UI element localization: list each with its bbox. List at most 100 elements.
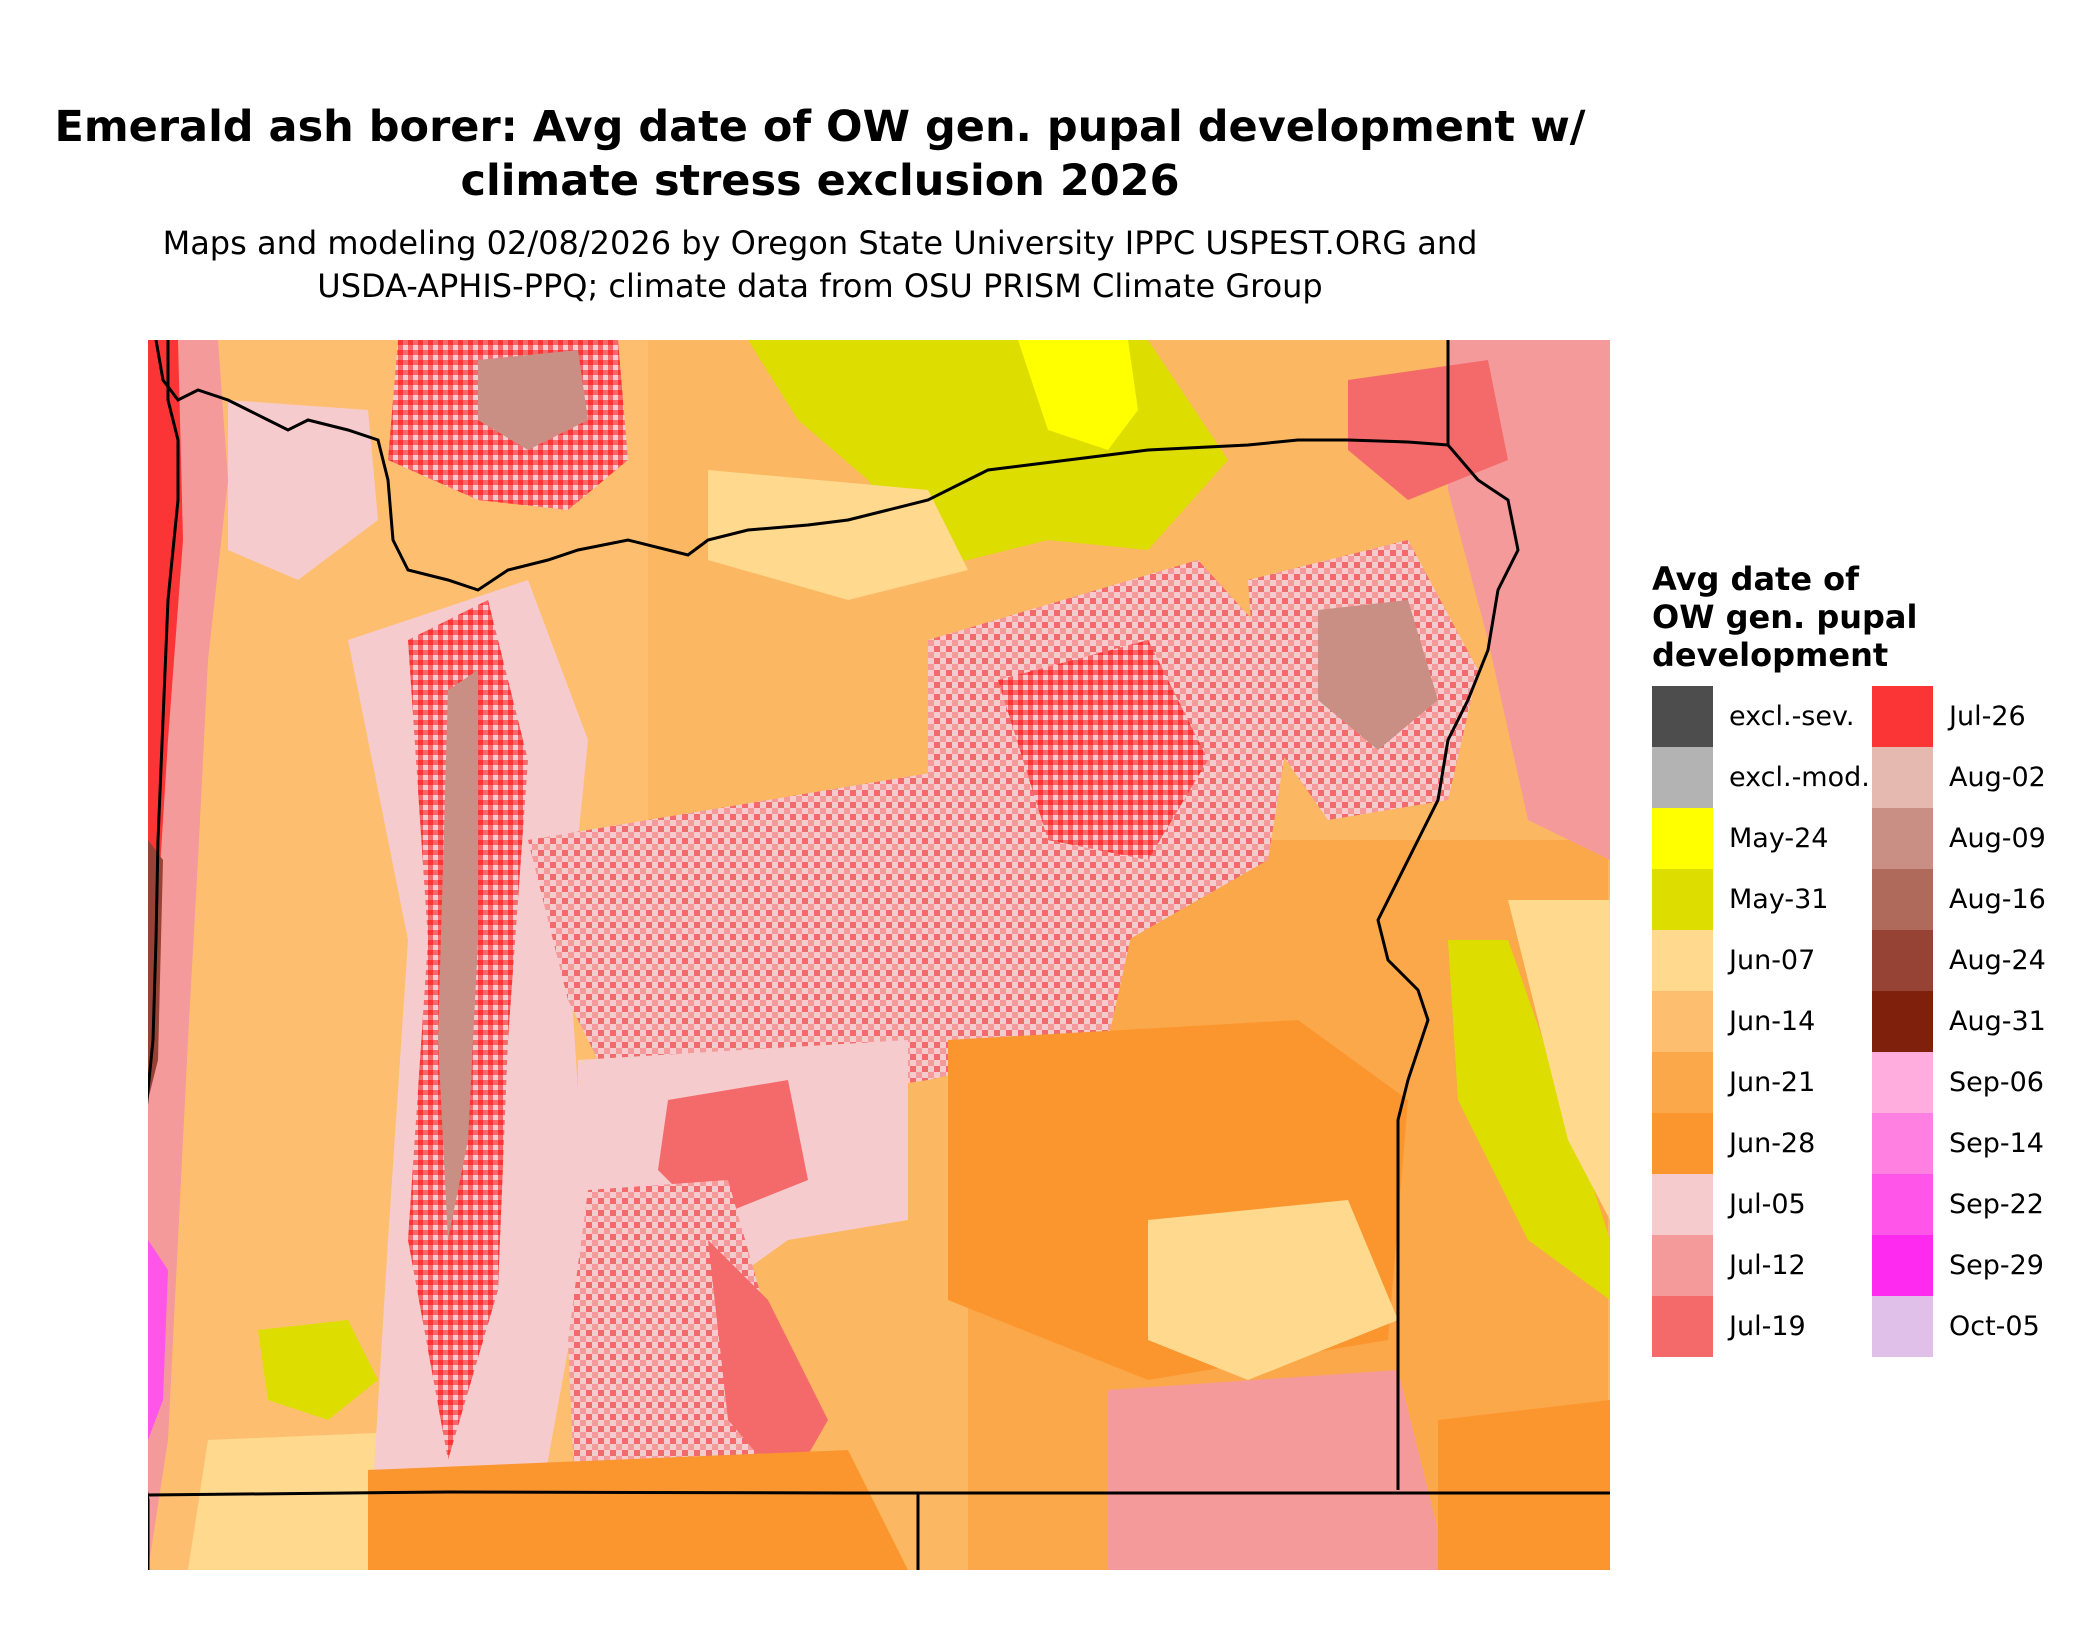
legend-item: Jun-28 — [1652, 1113, 1872, 1174]
legend-label: Aug-24 — [1949, 945, 2046, 976]
legend-swatch — [1872, 1174, 1933, 1235]
legend-item: Jun-14 — [1652, 991, 1872, 1052]
legend-label: Jul-05 — [1729, 1189, 1806, 1220]
legend-swatch — [1652, 991, 1713, 1052]
legend-label: Jun-28 — [1729, 1128, 1816, 1159]
legend-item: Jul-26 — [1872, 686, 2092, 747]
legend-item: Jun-07 — [1652, 930, 1872, 991]
southern-border — [148, 1490, 1610, 1497]
region-southwest-yellow — [258, 1320, 378, 1420]
legend-column-2: Jul-26 Aug-02 Aug-09 Aug-16 Aug-24 Aug-31 Sep-… — [1872, 686, 2092, 1357]
legend-item: Sep-06 — [1872, 1052, 2092, 1113]
legend-label: Sep-22 — [1949, 1189, 2044, 1220]
legend-item: Jun-21 — [1652, 1052, 1872, 1113]
region-north-light — [708, 470, 968, 600]
legend-title-line-2: OW gen. pupal — [1652, 598, 1918, 636]
region-coast-magenta — [148, 1240, 168, 1440]
legend-swatch — [1652, 808, 1713, 869]
legend-label: May-24 — [1729, 823, 1829, 854]
legend-swatch — [1652, 1113, 1713, 1174]
legend-item: Oct-05 — [1872, 1296, 2092, 1357]
legend-label: Jun-07 — [1729, 945, 1816, 976]
legend-item: Aug-09 — [1872, 808, 2092, 869]
legend-title-line-1: Avg date of — [1652, 560, 1860, 598]
legend-swatch — [1872, 991, 1933, 1052]
legend-item: Jul-05 — [1652, 1174, 1872, 1235]
legend-item: May-24 — [1652, 808, 1872, 869]
legend-label: excl.-mod. — [1729, 762, 1870, 793]
legend-label: excl.-sev. — [1729, 701, 1855, 732]
legend-item: excl.-sev. — [1652, 686, 1872, 747]
region-south-orange — [368, 1450, 908, 1570]
legend-label: Jul-26 — [1949, 701, 2026, 732]
subtitle-line-2: USDA-APHIS-PPQ; climate data from OSU PR… — [317, 267, 1323, 305]
legend-label: Oct-05 — [1949, 1311, 2040, 1342]
region-southeast-light — [1148, 1200, 1398, 1380]
boundary-lines — [148, 340, 1610, 1570]
title-line-1: Emerald ash borer: Avg date of OW gen. p… — [54, 102, 1586, 152]
legend-item: excl.-mod. — [1652, 747, 1872, 808]
coastline — [154, 340, 1449, 592]
region-coast-light — [228, 400, 378, 580]
legend-label: Sep-29 — [1949, 1250, 2044, 1281]
legend-swatch — [1872, 1113, 1933, 1174]
legend-swatch — [1872, 686, 1933, 747]
legend-item: Sep-14 — [1872, 1113, 2092, 1174]
legend-label: Jun-21 — [1729, 1067, 1816, 1098]
legend-swatch — [1652, 1174, 1713, 1235]
legend-label: Jul-12 — [1729, 1250, 1806, 1281]
region-northeast-red — [1348, 360, 1508, 500]
legend-swatch — [1872, 1235, 1933, 1296]
legend-item: Sep-22 — [1872, 1174, 2092, 1235]
legend-swatch — [1872, 930, 1933, 991]
legend-swatch — [1652, 1052, 1713, 1113]
region-southcentral-red — [708, 1240, 828, 1490]
title-line-2: climate stress exclusion 2026 — [460, 156, 1180, 206]
legend-item: Aug-02 — [1872, 747, 2092, 808]
west-coast — [148, 340, 180, 1570]
legend-label: Aug-09 — [1949, 823, 2046, 854]
legend-item: Jul-12 — [1652, 1235, 1872, 1296]
legend-label: May-31 — [1729, 884, 1829, 915]
legend-title-line-3: development — [1652, 636, 1889, 674]
legend-item: May-31 — [1652, 869, 1872, 930]
legend-label: Aug-02 — [1949, 762, 2046, 793]
region-blue-mountains-red — [998, 640, 1208, 860]
legend-item: Aug-24 — [1872, 930, 2092, 991]
legend-column-1: excl.-sev. excl.-mod. May-24 May-31 Jun-07 Ju… — [1652, 686, 1872, 1357]
region-wallowa-peak — [1318, 600, 1438, 750]
legend-label: Sep-14 — [1949, 1128, 2044, 1159]
subtitle-line-1: Maps and modeling 02/08/2026 by Oregon S… — [162, 224, 1478, 262]
phenology-map — [148, 340, 1610, 1570]
legend-item: Sep-29 — [1872, 1235, 2092, 1296]
legend-swatch — [1872, 747, 1933, 808]
legend-swatch — [1872, 1296, 1933, 1357]
legend-item: Jul-19 — [1652, 1296, 1872, 1357]
region-cascades-crest — [438, 670, 478, 1240]
legend-item: Aug-31 — [1872, 991, 2092, 1052]
legend-swatch — [1652, 686, 1713, 747]
legend-swatch — [1652, 1296, 1713, 1357]
legend-swatch — [1652, 869, 1713, 930]
legend-swatch — [1872, 1052, 1933, 1113]
legend-swatch — [1872, 869, 1933, 930]
legend-swatch — [1652, 747, 1713, 808]
region-owyhee-pink — [1108, 1370, 1448, 1570]
legend-label: Aug-16 — [1949, 884, 2046, 915]
map-subtitle: Maps and modeling 02/08/2026 by Oregon S… — [0, 222, 1640, 308]
legend-title: Avg date of OW gen. pupal development — [1652, 560, 2092, 674]
legend-swatch — [1872, 808, 1933, 869]
region-bright-yellow — [1018, 340, 1138, 450]
legend-item: Aug-16 — [1872, 869, 2092, 930]
legend-columns: excl.-sev. excl.-mod. May-24 May-31 Jun-07 Ju… — [1652, 686, 2092, 1357]
legend-label: Jun-14 — [1729, 1006, 1816, 1037]
region-far-northeast — [1448, 340, 1610, 860]
region-far-east-light — [1508, 900, 1610, 1220]
map-canvas — [148, 340, 1610, 1570]
legend-label: Sep-06 — [1949, 1067, 2044, 1098]
region-mt-hood — [478, 350, 588, 450]
legend-label: Jul-19 — [1729, 1311, 1806, 1342]
region-southeast-corner — [1438, 1400, 1610, 1570]
legend-swatch — [1652, 1235, 1713, 1296]
region-far-east-yellow — [1448, 940, 1610, 1300]
